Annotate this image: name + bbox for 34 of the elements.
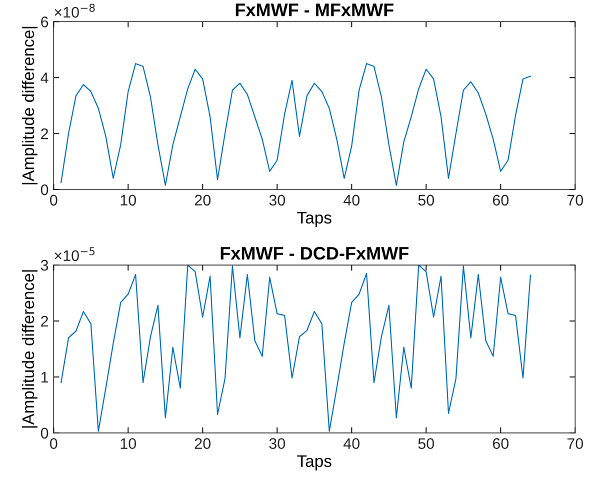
y-tick-label: 4 xyxy=(40,72,48,84)
text: ×10$^{−5}$ xyxy=(54,247,95,262)
x-tick-label: 0 xyxy=(50,194,58,206)
y-tick-label: 1 xyxy=(41,372,48,382)
x-tick-label: 50 xyxy=(418,438,434,449)
x-tick-label: 60 xyxy=(492,194,509,206)
x-tick-label: 70 xyxy=(567,438,584,449)
y-tick-label: 0 xyxy=(40,428,48,439)
chart-title: FxMWF - MFxMWF xyxy=(236,4,394,16)
y-tick-label: 2 xyxy=(41,316,48,327)
line-series xyxy=(60,63,531,186)
y-axis-title: |Amplitude difference| xyxy=(22,270,38,428)
y-tick-label: 2 xyxy=(41,128,48,140)
y-tick-label: 6 xyxy=(41,16,48,28)
x-axis-title: Taps xyxy=(297,455,332,470)
x-axis-title: Taps xyxy=(297,212,332,227)
x-tick-label: 40 xyxy=(343,438,360,449)
text: ×10$^{−8}$ xyxy=(54,4,95,18)
x-tick-label: 10 xyxy=(120,194,136,206)
x-tick-label: 40 xyxy=(343,194,360,206)
y-tick-label: 3 xyxy=(40,260,48,271)
x-tick-label: 30 xyxy=(269,438,286,449)
x-tick-label: 10 xyxy=(120,438,136,449)
chart-title: FxMWF - DCD-FxMWF xyxy=(220,246,408,260)
x-tick-label: 60 xyxy=(492,438,509,449)
y-axis-title: |Amplitude difference| xyxy=(22,26,38,184)
x-tick-label: 20 xyxy=(194,438,211,449)
line-series xyxy=(60,265,531,432)
x-tick-label: 50 xyxy=(418,194,434,206)
x-tick-label: 20 xyxy=(194,194,211,206)
y-tick-label: 0 xyxy=(40,184,48,196)
x-tick-label: 30 xyxy=(269,194,286,206)
x-tick-label: 70 xyxy=(567,194,584,206)
x-tick-label: 0 xyxy=(50,438,58,449)
